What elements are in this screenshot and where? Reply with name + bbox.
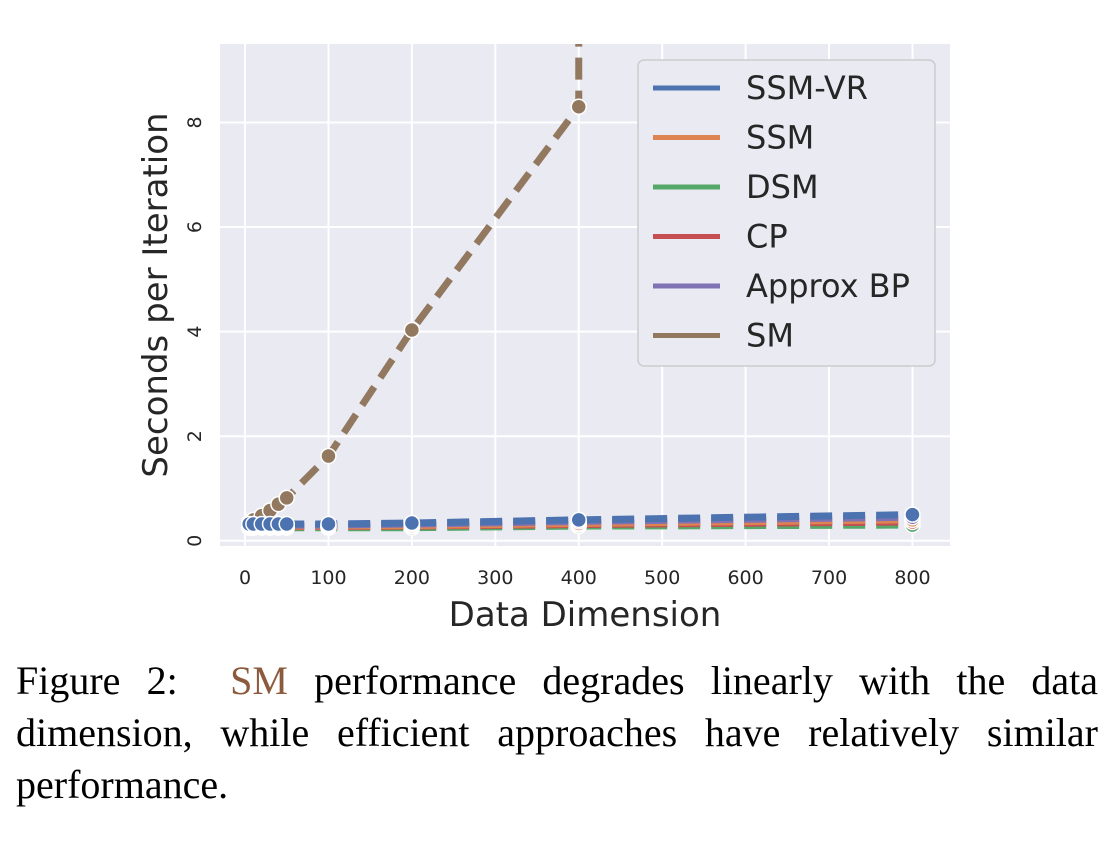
y-tick-label: 4 xyxy=(184,326,206,338)
y-axis-ticks: 0 2 4 6 8 xyxy=(184,116,206,546)
x-axis-label: Data Dimension xyxy=(449,595,722,635)
legend-label-ssm: SSM xyxy=(746,119,814,157)
legend-label-sm: SM xyxy=(746,317,794,355)
point-sm xyxy=(403,321,421,339)
caption-text: performance degrades linearly with the d… xyxy=(16,658,1099,807)
x-tick-label: 300 xyxy=(477,567,513,589)
x-tick-label: 600 xyxy=(727,567,763,589)
figure-caption: Figure 2: SM performance degrades linear… xyxy=(16,655,1098,811)
caption-prefix: Figure 2: xyxy=(16,658,178,703)
legend-label-ssm-vr: SSM-VR xyxy=(746,69,868,107)
caption-highlight: SM xyxy=(230,658,288,703)
point-ssm-vr xyxy=(403,514,421,532)
line-chart: 0 100 200 300 400 500 600 700 800 0 2 4 6 8 Data Dim… xyxy=(136,44,950,635)
point-sm xyxy=(320,447,337,465)
x-tick-label: 200 xyxy=(394,567,430,589)
x-axis-ticks: 0 100 200 300 400 500 600 700 800 xyxy=(239,567,931,589)
x-tick-label: 800 xyxy=(894,567,930,589)
point-ssm-vr xyxy=(320,515,337,533)
y-tick-label: 2 xyxy=(184,430,206,442)
legend: SSM-VR SSM DSM CP Approx BP SM xyxy=(637,59,936,367)
y-tick-label: 8 xyxy=(184,116,206,128)
point-ssm-vr xyxy=(278,515,295,533)
x-tick-label: 100 xyxy=(310,567,346,589)
x-tick-label: 500 xyxy=(644,567,680,589)
series-markers xyxy=(240,98,921,536)
x-tick-label: 0 xyxy=(239,567,251,589)
legend-label-dsm: DSM xyxy=(746,168,819,206)
point-ssm-vr xyxy=(904,506,921,523)
point-sm xyxy=(278,489,295,507)
legend-label-approx-bp: Approx BP xyxy=(746,267,910,305)
point-ssm-vr xyxy=(570,511,587,529)
x-tick-label: 700 xyxy=(811,567,847,589)
x-tick-label: 400 xyxy=(561,567,597,589)
legend-label-cp: CP xyxy=(746,218,788,256)
y-axis-label: Seconds per Iteration xyxy=(136,112,176,477)
y-tick-label: 0 xyxy=(184,535,206,547)
point-sm xyxy=(570,98,587,115)
y-tick-label: 6 xyxy=(184,221,206,233)
